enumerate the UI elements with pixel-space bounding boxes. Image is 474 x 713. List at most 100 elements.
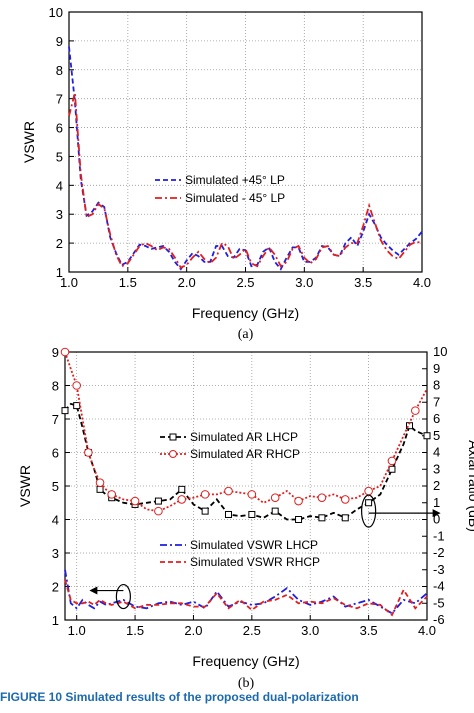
y-tick-label: 1 bbox=[52, 613, 59, 628]
y-tick-label: 3 bbox=[56, 207, 63, 222]
y2-tick-label: 5 bbox=[433, 428, 440, 443]
x-tick-label: 3.0 bbox=[295, 275, 313, 290]
x-tick-label: 2.0 bbox=[178, 275, 196, 290]
series-marker bbox=[340, 495, 350, 504]
series-marker bbox=[295, 516, 303, 523]
y-tick-label: 2 bbox=[52, 580, 59, 595]
series-marker bbox=[96, 485, 104, 493]
x-tick-label: 1.5 bbox=[126, 623, 144, 638]
y-tick-label: 3 bbox=[52, 546, 59, 561]
series-line-2 bbox=[64, 569, 428, 615]
y2-tick-label: -1 bbox=[433, 528, 445, 543]
series-marker bbox=[73, 402, 81, 410]
figure-caption: FIGURE 10 Simulated results of the propo… bbox=[0, 690, 359, 704]
series-marker bbox=[130, 496, 140, 506]
y-tick-label: 8 bbox=[52, 379, 59, 394]
series-line-3 bbox=[64, 579, 428, 617]
series-marker bbox=[201, 507, 209, 515]
series-marker bbox=[178, 485, 186, 493]
series-line-0 bbox=[64, 402, 428, 521]
y2-tick-label: 4 bbox=[433, 445, 440, 460]
legend-label: Simulated VSWR LHCP bbox=[190, 538, 318, 552]
legend-label: Simulated - 45° LP bbox=[185, 191, 285, 205]
y2-tick-label: 8 bbox=[433, 378, 440, 393]
series-marker bbox=[365, 499, 373, 507]
y-tick-label: 9 bbox=[52, 345, 59, 360]
series-marker bbox=[317, 493, 327, 503]
series-line-1 bbox=[68, 92, 423, 269]
y-tick-label: 4 bbox=[52, 513, 59, 528]
legend-label: Simulated VSWR RHCP bbox=[190, 555, 320, 569]
legend-label: Simulated AR LHCP bbox=[190, 430, 298, 444]
series-marker bbox=[224, 486, 233, 496]
series-marker bbox=[318, 514, 326, 522]
x-tick-label: 1.0 bbox=[60, 275, 78, 290]
y-tick-label: 1 bbox=[56, 265, 63, 280]
series-marker bbox=[95, 478, 105, 487]
y-tick-label: 7 bbox=[52, 412, 59, 427]
x-tick-label: 4.0 bbox=[418, 623, 436, 638]
y-tick-label: 4 bbox=[56, 178, 63, 193]
series-marker bbox=[411, 406, 420, 415]
y-tick-label: 6 bbox=[56, 121, 63, 136]
y-tick-label: 10 bbox=[49, 5, 63, 20]
x-tick-label: 3.5 bbox=[360, 623, 378, 638]
series-marker bbox=[84, 448, 93, 457]
series-marker bbox=[271, 507, 279, 515]
x-tick-label: 1.0 bbox=[68, 623, 86, 638]
x-tick-label: 4.0 bbox=[413, 275, 431, 290]
chart-panel-a: 1.0 1.5 2.0 2.5 3.0 3.5 4.0 1 2 3 4 5 6 7 8 9 10 Frequenc… bbox=[21, 5, 431, 342]
chart-panel-b: 1.0 1.5 2.0 2.5 3.0 3.5 4.0123456789-6-5-4-3-2… bbox=[17, 344, 474, 691]
y2-tick-label: -6 bbox=[433, 612, 445, 627]
y2-tick-label: 10 bbox=[433, 344, 447, 359]
x-tick-label: 2.5 bbox=[243, 623, 261, 638]
y-tick-label: 8 bbox=[56, 63, 63, 78]
y2-tick-label: -3 bbox=[433, 562, 445, 577]
left-axis-arrowhead bbox=[89, 586, 98, 595]
series-marker bbox=[341, 514, 349, 522]
y-tick-label: 6 bbox=[52, 446, 59, 461]
series-marker bbox=[177, 495, 187, 504]
y2-tick-label: 0 bbox=[433, 512, 440, 527]
series-marker bbox=[107, 490, 117, 499]
x-tick-label: 3.0 bbox=[301, 623, 319, 638]
legend-marker bbox=[169, 433, 177, 441]
legend-label: Simulated AR RHCP bbox=[190, 447, 300, 461]
series-marker bbox=[294, 496, 303, 506]
series-marker bbox=[200, 490, 210, 499]
x-tick-label: 3.5 bbox=[354, 275, 372, 290]
y2-tick-label: -5 bbox=[433, 595, 445, 610]
y-axis-label: VSWR bbox=[17, 465, 33, 507]
y-tick-label: 5 bbox=[52, 479, 59, 494]
x-tick-label: 2.5 bbox=[236, 275, 254, 290]
panel-caption: (a) bbox=[238, 327, 254, 342]
series-marker bbox=[247, 490, 257, 499]
y2-tick-label: 2 bbox=[433, 478, 440, 493]
x-tick-label: 1.5 bbox=[119, 275, 137, 290]
y-tick-label: 7 bbox=[56, 92, 63, 107]
series-line-0 bbox=[68, 46, 423, 271]
y2-tick-label: 7 bbox=[433, 394, 440, 409]
series-marker bbox=[154, 497, 162, 505]
legend-marker bbox=[169, 450, 177, 458]
y2-tick-label: 3 bbox=[433, 461, 440, 476]
series-marker bbox=[364, 486, 373, 496]
y-tick-label: 5 bbox=[56, 149, 63, 164]
series-marker bbox=[224, 510, 232, 518]
left-axis-ellipse bbox=[115, 583, 131, 610]
panel-caption: (b) bbox=[238, 676, 255, 691]
y2-tick-label: -2 bbox=[433, 545, 445, 560]
x-axis-label: Frequency (GHz) bbox=[192, 653, 299, 669]
series-marker bbox=[423, 432, 431, 440]
y2-tick-label: 1 bbox=[433, 495, 440, 510]
y2-axis-label: Axial ratio (dB) bbox=[466, 440, 474, 532]
y2-tick-label: 6 bbox=[433, 411, 440, 426]
legend-label: Simulated +45° LP bbox=[185, 173, 285, 187]
series-marker bbox=[72, 381, 81, 390]
y-axis-label: VSWR bbox=[21, 121, 37, 163]
series-marker bbox=[388, 465, 396, 473]
series-marker bbox=[248, 510, 256, 518]
series-marker bbox=[387, 456, 397, 466]
x-axis-label: Frequency (GHz) bbox=[192, 305, 299, 321]
y2-tick-label: 9 bbox=[433, 361, 440, 376]
